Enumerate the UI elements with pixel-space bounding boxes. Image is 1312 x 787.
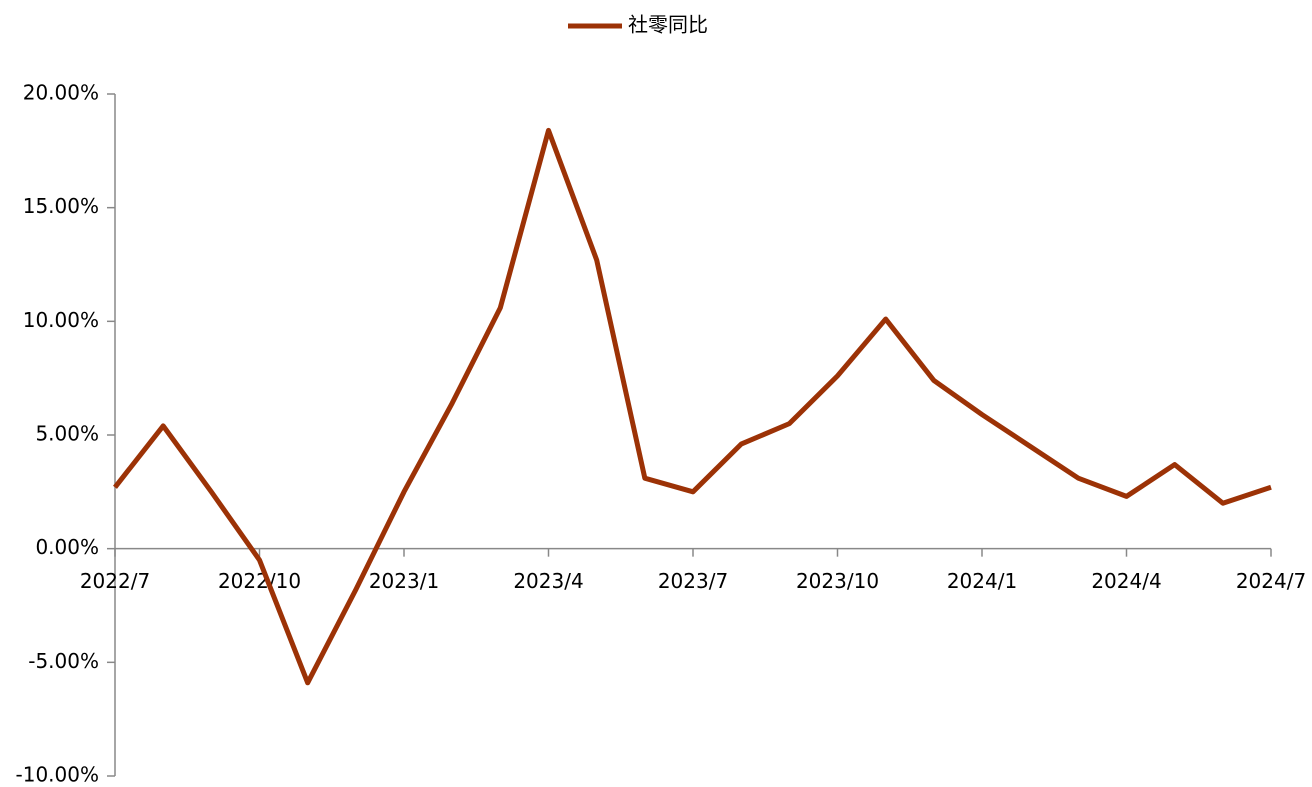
- data-line: [113, 127, 1272, 686]
- x-tick-label: 2024/7: [1236, 569, 1306, 593]
- x-tick-label: 2023/1: [369, 569, 439, 593]
- x-tick-label: 2022/10: [218, 569, 301, 593]
- y-tick-label: 20.00%: [23, 81, 99, 105]
- y-tick-label: -5.00%: [28, 649, 99, 673]
- y-tick-label: -10.00%: [16, 763, 99, 787]
- x-tick-label: 2024/4: [1091, 569, 1161, 593]
- y-tick-label: 10.00%: [23, 308, 99, 332]
- y-tick-label: 5.00%: [35, 422, 99, 446]
- x-tick-label: 2022/7: [80, 569, 150, 593]
- y-tick-label: 15.00%: [23, 194, 99, 218]
- x-tick-label: 2023/7: [658, 569, 728, 593]
- legend-label: 社零同比: [628, 13, 708, 37]
- x-tick-label: 2024/1: [947, 569, 1017, 593]
- y-tick-label: 0.00%: [35, 535, 99, 559]
- x-tick-label: 2023/10: [796, 569, 879, 593]
- x-tick-label: 2023/4: [513, 569, 583, 593]
